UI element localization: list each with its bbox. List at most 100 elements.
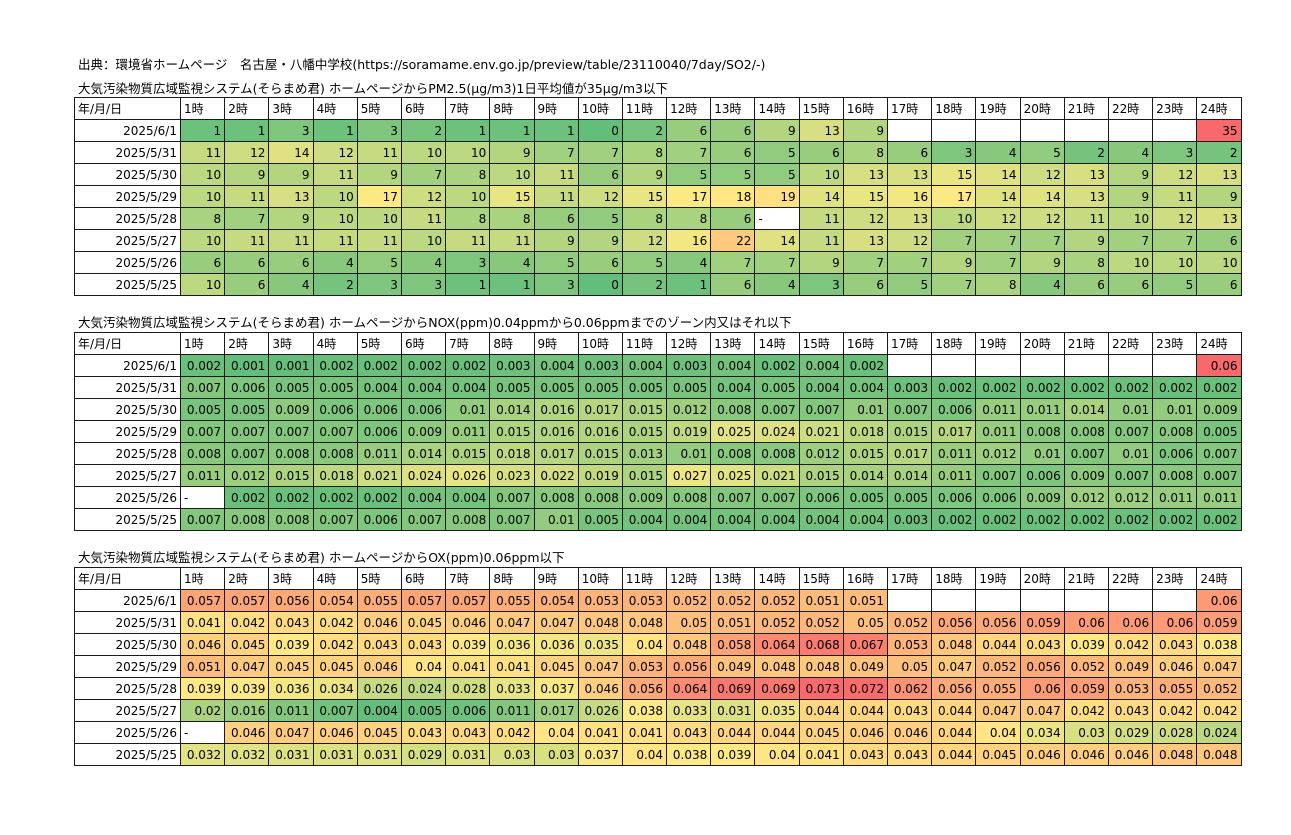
value-cell: 0.012	[1107, 486, 1154, 509]
value-cell: 11	[224, 229, 270, 252]
value-cell: 10	[445, 141, 491, 164]
value-cell: 0.004	[356, 376, 402, 399]
hour-column-header: 16時	[842, 332, 889, 355]
value-cell: 7	[710, 251, 756, 274]
table-row: 2025/5/30 10 9 9 11 9 7 8 10 11 6 9 5 5 5 10 13 13 15 14 12 1…	[74, 163, 1242, 186]
hour-column-header: 12時	[666, 332, 712, 355]
value-cell: 9	[577, 229, 623, 252]
hour-column-header: 12時	[666, 97, 712, 120]
date-cell: 2025/5/30	[74, 163, 181, 186]
value-cell: 0.015	[445, 442, 491, 465]
value-cell: 0.007	[489, 508, 535, 531]
value-cell: 13	[886, 163, 933, 186]
value-cell: 0.057	[445, 589, 491, 612]
value-cell: 0.01	[1107, 398, 1154, 421]
value-cell: 0.043	[400, 633, 447, 656]
value-cell: 2	[621, 273, 668, 296]
value-cell: 4	[1019, 273, 1065, 296]
date-cell: 2025/5/29	[74, 185, 181, 208]
date-cell: 2025/5/31	[74, 376, 181, 399]
value-cell: 0.042	[1196, 699, 1242, 722]
hour-column-header: 13時	[710, 332, 756, 355]
value-cell: 0.043	[445, 721, 491, 744]
value-cell: 0.011	[489, 699, 535, 722]
value-cell: 0.024	[400, 677, 447, 700]
value-cell	[931, 119, 977, 142]
value-cell: 7	[931, 273, 977, 296]
nox-table: 年/月/日 1時 2時 3時 4時 5時 6時 7時 8時 9時 10時 11時 12時 13時 14時 15…	[74, 332, 1242, 531]
table-row: 2025/5/25 10 6 4 2 3 3 1 1 3 0 2 1 6 4 3 6 5 7 8 4 6 6 5 6	[74, 273, 1242, 296]
value-cell: 9	[268, 163, 314, 186]
value-cell: 0.002	[842, 354, 889, 377]
value-cell: 0.005	[754, 376, 800, 399]
value-cell	[1152, 119, 1198, 142]
hour-column-header: 5時	[356, 97, 402, 120]
value-cell: 0.01	[1107, 442, 1154, 465]
value-cell: 11	[224, 185, 270, 208]
value-cell: 0.032	[179, 743, 226, 766]
value-cell: 4	[400, 251, 447, 274]
hour-column-header: 18時	[931, 332, 977, 355]
value-cell: 0.053	[621, 655, 668, 678]
value-cell: 7	[1019, 229, 1065, 252]
value-cell: 13	[1196, 207, 1242, 230]
value-cell: 0.028	[445, 677, 491, 700]
value-cell: 7	[1152, 229, 1198, 252]
hour-column-header: 7時	[445, 332, 491, 355]
value-cell: 0.043	[1152, 633, 1198, 656]
value-cell: 7	[400, 163, 447, 186]
value-cell: 11	[356, 141, 402, 164]
date-cell: 2025/6/1	[74, 354, 181, 377]
value-cell: 14	[268, 141, 314, 164]
value-cell: 0.046	[842, 721, 889, 744]
value-cell: 0.036	[533, 633, 579, 656]
value-cell: 0.008	[710, 442, 756, 465]
hour-column-header: 4時	[312, 332, 358, 355]
value-cell: 0.069	[710, 677, 756, 700]
value-cell: 7	[842, 251, 889, 274]
value-cell: 0.007	[754, 398, 800, 421]
value-cell: 4	[754, 273, 800, 296]
hour-column-header: 20時	[1019, 567, 1065, 590]
value-cell: 0.03	[1063, 721, 1109, 744]
hour-column-header: 4時	[312, 97, 358, 120]
value-cell: 0.008	[179, 442, 226, 465]
value-cell: 2	[1196, 141, 1242, 164]
value-cell: 0.032	[224, 743, 270, 766]
date-cell: 2025/5/25	[74, 508, 181, 531]
table-row: 2025/5/29 0.007 0.007 0.007 0.007 0.006 0.009 0…	[74, 420, 1242, 443]
value-cell: 0.008	[268, 508, 314, 531]
value-cell: 0.004	[533, 354, 579, 377]
value-cell: 0.002	[1152, 376, 1198, 399]
value-cell: 3	[400, 273, 447, 296]
value-cell: 1	[489, 273, 535, 296]
value-cell: 0.008	[268, 442, 314, 465]
value-cell: 6	[1107, 273, 1154, 296]
value-cell: 12	[886, 229, 933, 252]
value-cell: 0.011	[1152, 486, 1198, 509]
value-cell: 7	[224, 207, 270, 230]
table-row: 2025/5/28 0.008 0.007 0.008 0.008 0.011 0.014 0…	[74, 442, 1242, 465]
value-cell: 0.002	[1196, 376, 1242, 399]
value-cell: 0.031	[710, 699, 756, 722]
value-cell: 0.049	[710, 655, 756, 678]
value-cell: 0.011	[268, 699, 314, 722]
value-cell: 0.047	[268, 721, 314, 744]
value-cell: 8	[621, 141, 668, 164]
table-row: 2025/5/27 0.02 0.016 0.011 0.007 0.004 0.005 0.…	[74, 699, 1242, 722]
value-cell: 0.047	[1019, 699, 1065, 722]
table-row: 2025/5/30 0.005 0.005 0.009 0.006 0.006 0.006 0…	[74, 398, 1242, 421]
value-cell: 0.004	[798, 354, 844, 377]
value-cell: 0.002	[268, 486, 314, 509]
value-cell: 9	[798, 251, 844, 274]
value-cell: 0.004	[842, 376, 889, 399]
value-cell: 0.006	[931, 398, 977, 421]
value-cell: 7	[1107, 229, 1154, 252]
hour-column-header: 3時	[268, 567, 314, 590]
value-cell: 6	[179, 251, 226, 274]
value-cell: 0.028	[1152, 721, 1198, 744]
value-cell: 0.002	[312, 354, 358, 377]
value-cell: 3	[1152, 141, 1198, 164]
value-cell: 11	[268, 229, 314, 252]
hour-column-header: 7時	[445, 567, 491, 590]
